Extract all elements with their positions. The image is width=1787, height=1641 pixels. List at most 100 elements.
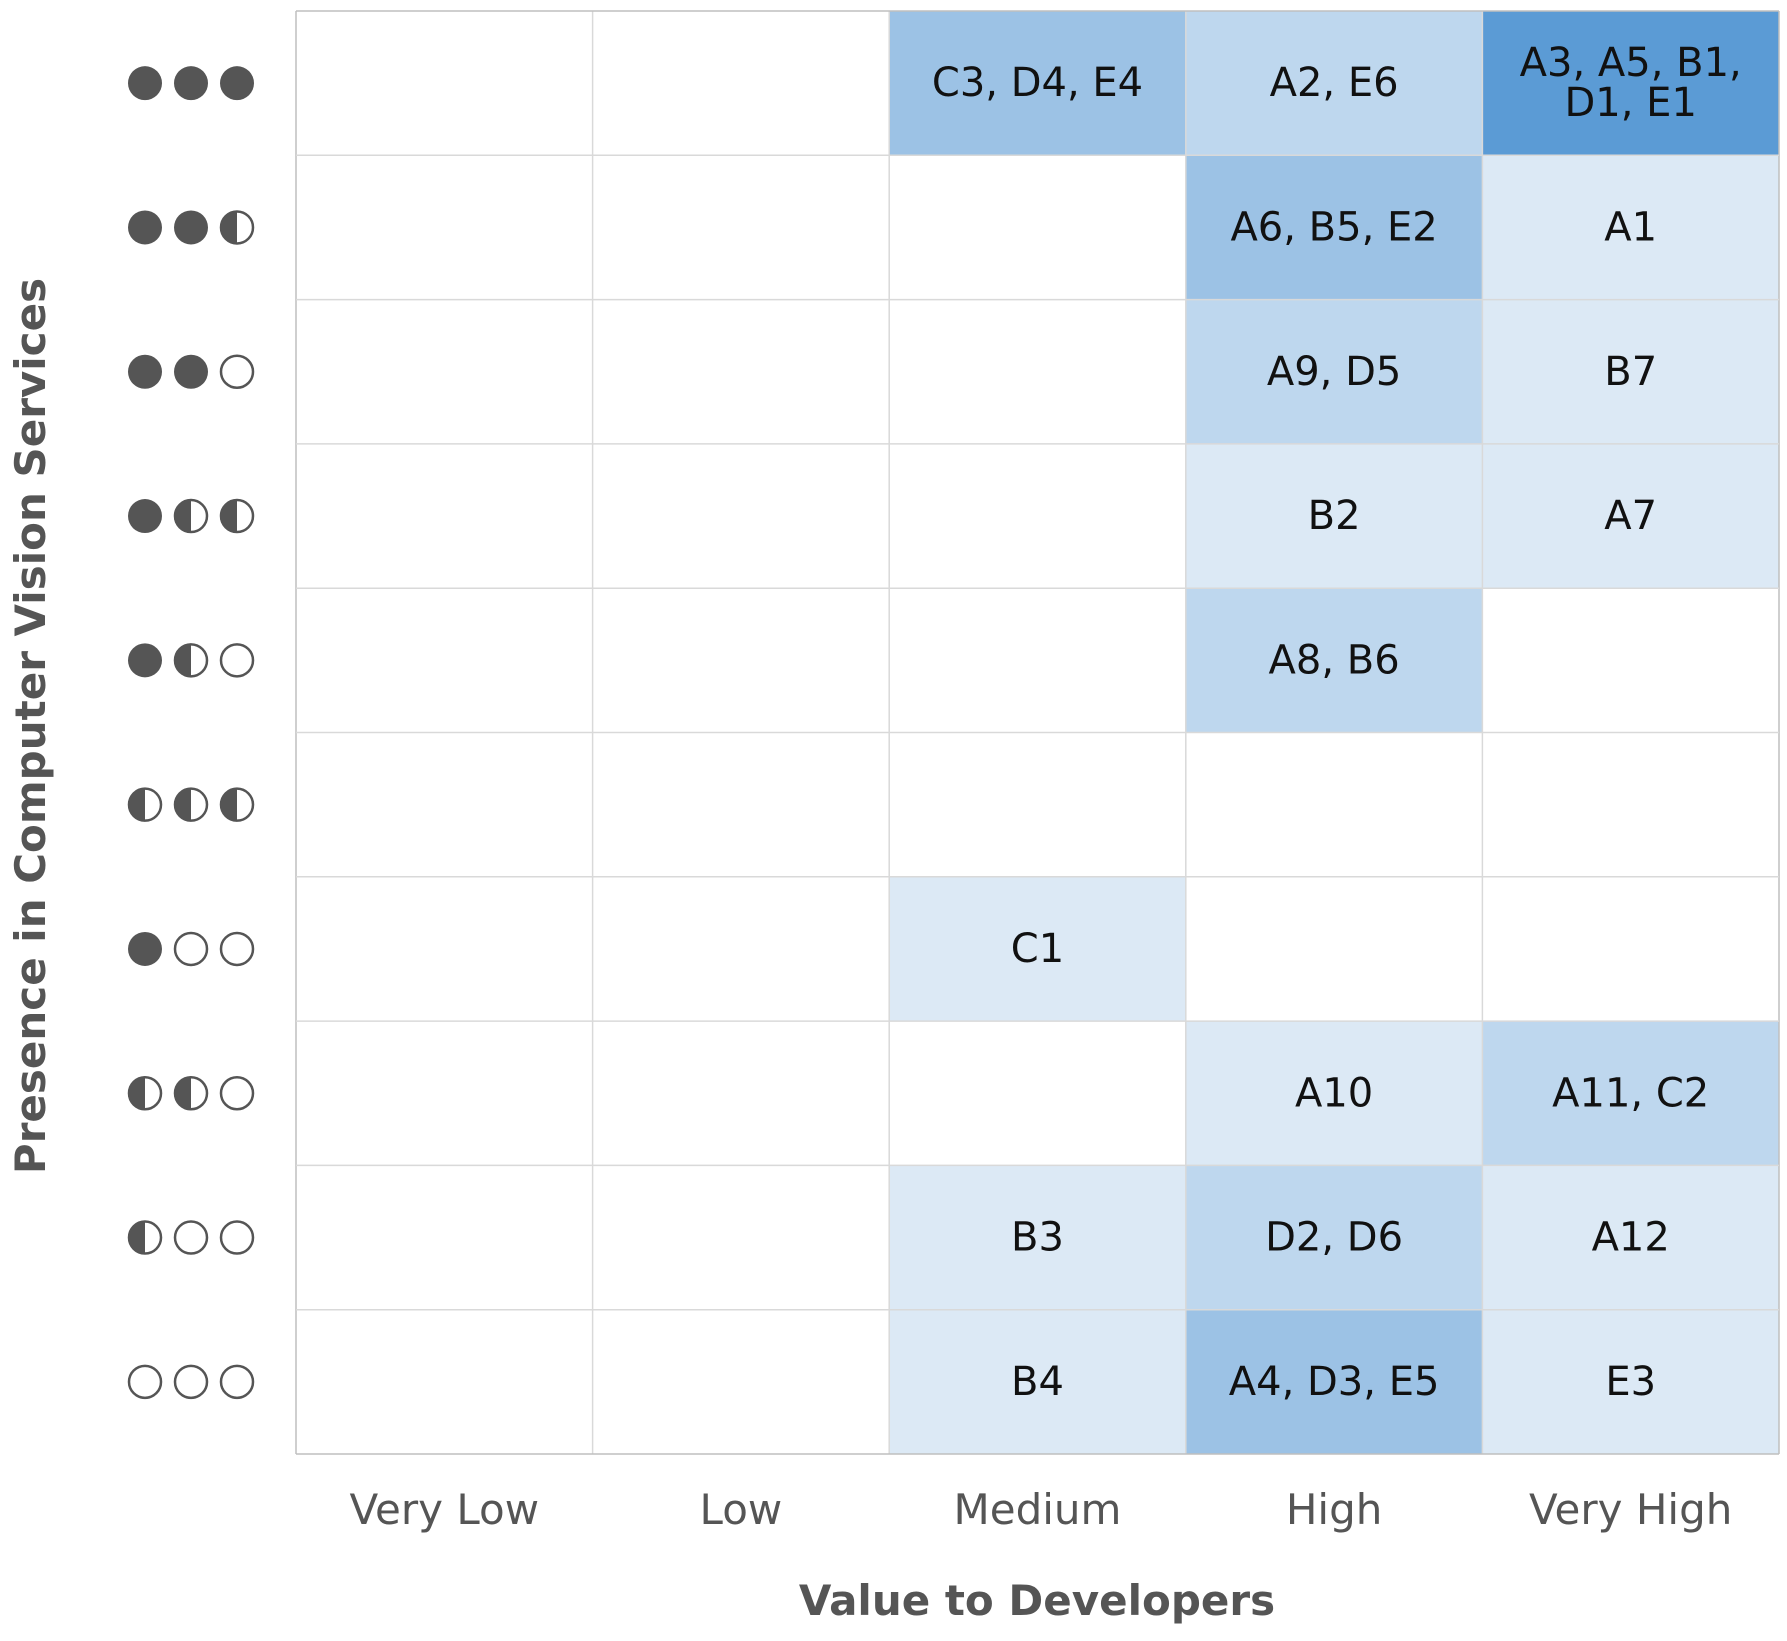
cell-label: A10 [1295, 1070, 1373, 1116]
cell-label: A3, A5, B1, [1520, 40, 1742, 86]
x-tick-label: Medium [954, 1485, 1122, 1534]
cell-label: B3 [1011, 1215, 1064, 1261]
cell-label: A4, D3, E5 [1229, 1359, 1440, 1405]
cell-label: C1 [1011, 926, 1064, 972]
heatmap-cell [1185, 155, 1483, 300]
empty-circle-icon [219, 643, 255, 678]
heatmap-cell [1482, 443, 1779, 589]
heatmap-cell [1482, 299, 1779, 444]
half-circle-icon [219, 498, 255, 534]
y-tick-symbols: ●●● [128, 66, 254, 101]
heatmap-cell [1482, 1021, 1779, 1166]
half-circle-icon [127, 1220, 163, 1255]
heatmap-cell [1185, 299, 1483, 444]
heatmap-cell [592, 1021, 890, 1166]
heatmap-cell [1482, 1165, 1779, 1310]
heatmap-cell [1482, 1309, 1779, 1454]
empty-circle-icon [219, 1364, 255, 1400]
y-tick-symbols: ●◑◑ [128, 498, 255, 534]
heatmap-cell [296, 299, 593, 444]
heatmap-cell [1185, 1021, 1483, 1166]
heatmap-cell [592, 732, 890, 877]
heatmap-cell [1185, 1165, 1483, 1310]
heatmap-grid [295, 10, 1780, 1455]
heatmap-cell [889, 732, 1186, 877]
heatmap-cell [889, 876, 1186, 1022]
cell-label: A6, B5, E2 [1230, 204, 1437, 250]
heatmap-cell [1185, 588, 1483, 733]
heatmap-cell [296, 588, 593, 733]
heatmap-cell [296, 876, 593, 1022]
heatmap-cell [889, 443, 1186, 589]
y-tick-symbols: ●◑○ [128, 643, 255, 678]
y-tick-symbols: ◑○○ [127, 1220, 255, 1255]
cell-label: A9, D5 [1267, 349, 1402, 395]
half-circle-icon [173, 498, 209, 534]
half-circle-icon [219, 787, 255, 822]
y-tick-symbols: ●●◑ [128, 210, 255, 245]
full-circle-icon [128, 66, 162, 101]
y-axis-title: Presence in Computer Vision Services [6, 278, 55, 1174]
cell-label: B2 [1308, 493, 1361, 539]
heatmap-cell [592, 1309, 890, 1454]
cell-label: A2, E6 [1270, 60, 1399, 106]
heatmap-cell [889, 1021, 1186, 1166]
empty-circle-icon [219, 354, 255, 389]
empty-circle-icon [173, 931, 209, 967]
empty-circle-icon [219, 1076, 255, 1111]
empty-circle-icon [219, 931, 255, 967]
heatmap-cell [296, 1021, 593, 1166]
heatmap-cell [889, 11, 1186, 156]
heatmap-cell [592, 588, 890, 733]
heatmap-cells [296, 11, 1779, 1454]
x-tick-label: Very Low [350, 1485, 540, 1534]
half-circle-icon [127, 1076, 163, 1111]
cell-label: A12 [1592, 1215, 1670, 1261]
half-circle-icon [219, 210, 255, 245]
x-tick-label: Very High [1529, 1485, 1732, 1534]
cell-label: A8, B6 [1269, 637, 1400, 683]
half-circle-icon [173, 787, 209, 822]
half-circle-icon [127, 787, 163, 822]
cell-label: A11, C2 [1552, 1070, 1709, 1116]
full-circle-icon [128, 499, 162, 534]
heatmap-cell [889, 1309, 1186, 1454]
heatmap-cell [1185, 1309, 1483, 1454]
heatmap-cell [1482, 732, 1779, 877]
heatmap-cell [592, 443, 890, 589]
empty-circle-icon [173, 1220, 209, 1255]
full-circle-icon [174, 66, 208, 101]
y-tick-symbols: ●●○ [128, 354, 255, 389]
cell-label: E3 [1605, 1359, 1656, 1405]
y-tick-symbols: ◑◑◑ [127, 787, 255, 822]
y-axis-ticks: ●●● ●●◑ ●●○ ●◑◑ ●◑○ ◑◑◑ ●○○ ◑◑○ ◑○○ ○○○ [127, 66, 255, 1400]
cell-label: B7 [1604, 349, 1657, 395]
cell-labels: C3, D4, E4 A2, E6 A3, A5, B1,D1, E1 A6, B5,… [932, 40, 1742, 1405]
full-circle-icon [128, 354, 162, 389]
cell-label: B4 [1011, 1359, 1064, 1405]
cell-label: A7 [1604, 493, 1657, 539]
heatmap-cell [889, 1165, 1186, 1310]
cell-label: D2, D6 [1265, 1215, 1403, 1261]
heatmap-cell [889, 588, 1186, 733]
full-circle-icon [128, 643, 162, 678]
full-circle-icon [174, 210, 208, 245]
heatmap-cell [1185, 11, 1483, 156]
empty-circle-icon [173, 1364, 209, 1400]
y-tick-symbols: ●○○ [128, 931, 255, 967]
half-circle-icon [173, 643, 209, 678]
heatmap-cell [592, 876, 890, 1022]
y-tick-symbols: ○○○ [127, 1364, 255, 1400]
heatmap-cell [1185, 876, 1483, 1022]
full-circle-icon [128, 210, 162, 245]
heatmap-cell [1482, 588, 1779, 733]
full-circle-icon [174, 354, 208, 389]
heatmap-cell [296, 1165, 593, 1310]
heatmap-cell [592, 1165, 890, 1310]
empty-circle-icon [219, 1220, 255, 1255]
heatmap-cell [592, 155, 890, 300]
heatmap-cell [1482, 11, 1779, 156]
cell-label: A1 [1604, 204, 1657, 250]
cell-label: C3, D4, E4 [932, 60, 1143, 106]
